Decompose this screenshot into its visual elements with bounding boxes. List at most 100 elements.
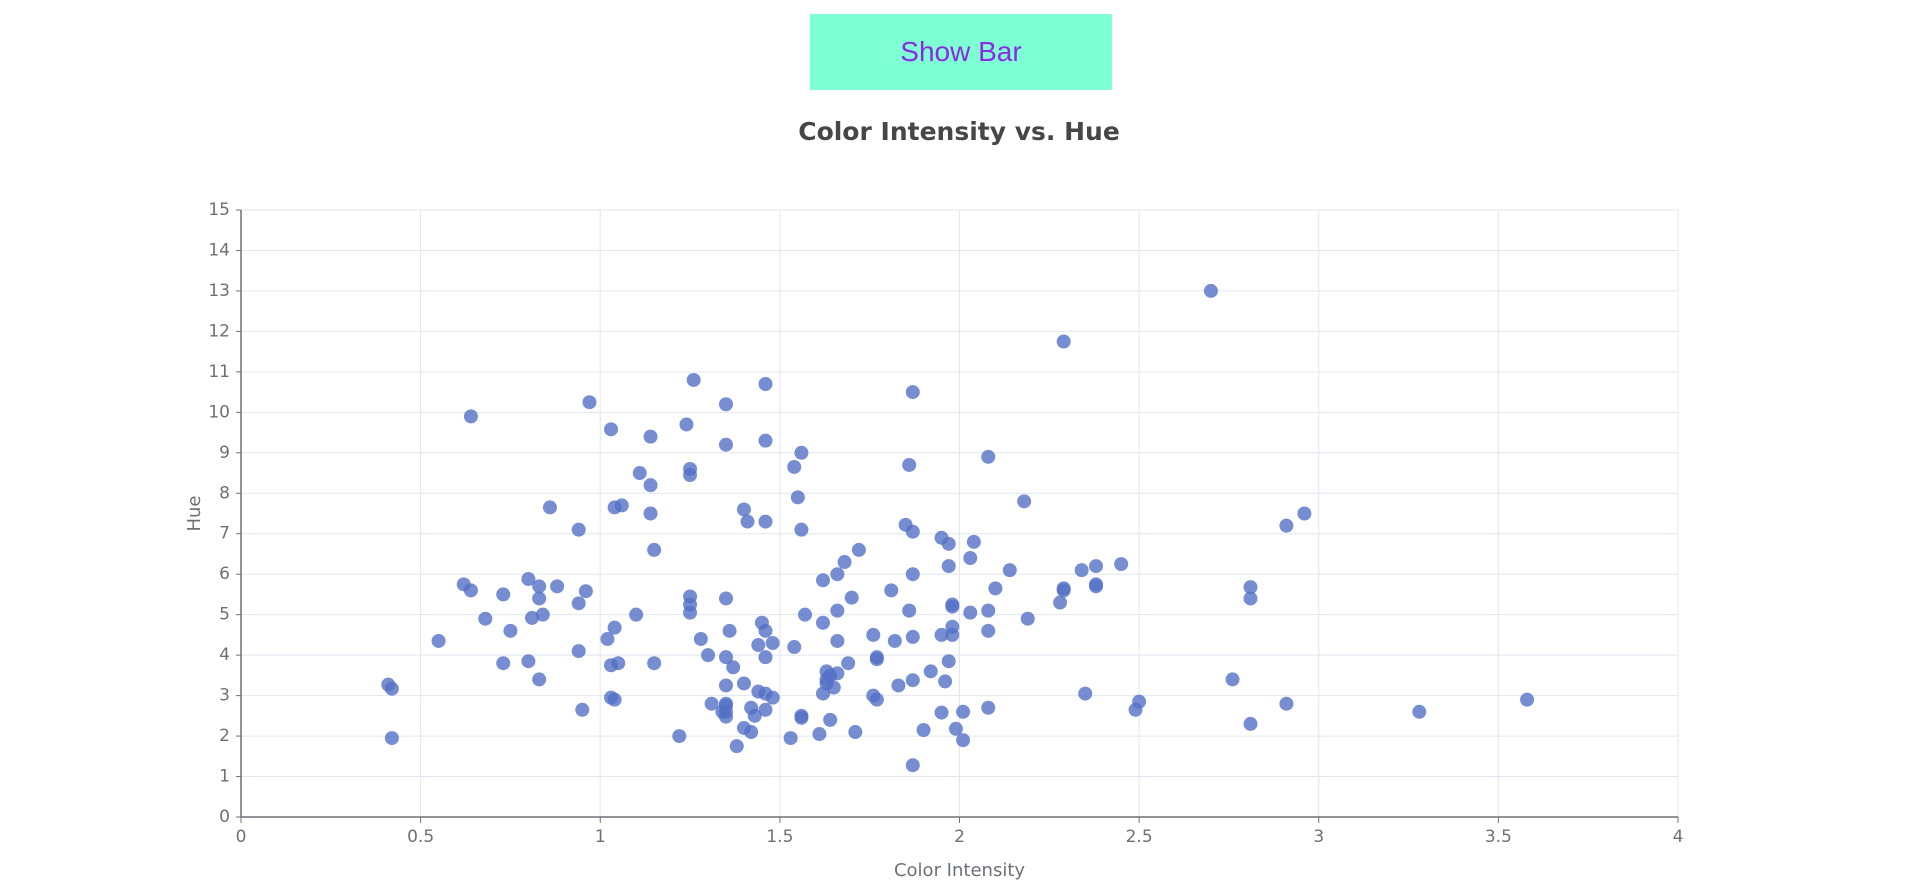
scatter-point[interactable] bbox=[683, 468, 698, 483]
scatter-point[interactable] bbox=[1056, 334, 1071, 349]
scatter-point[interactable] bbox=[1020, 611, 1035, 626]
scatter-point[interactable] bbox=[851, 542, 866, 557]
scatter-point[interactable] bbox=[758, 650, 773, 665]
scatter-point[interactable] bbox=[869, 692, 884, 707]
scatter-point[interactable] bbox=[902, 603, 917, 618]
scatter-point[interactable] bbox=[815, 573, 830, 588]
scatter-point[interactable] bbox=[672, 729, 687, 744]
scatter-point[interactable] bbox=[643, 429, 658, 444]
scatter-point[interactable] bbox=[934, 627, 949, 642]
scatter-point[interactable] bbox=[647, 656, 662, 671]
scatter-point[interactable] bbox=[726, 660, 741, 675]
scatter-point[interactable] bbox=[905, 673, 920, 688]
scatter-point[interactable] bbox=[941, 654, 956, 669]
scatter-point[interactable] bbox=[740, 514, 755, 529]
scatter-point[interactable] bbox=[941, 559, 956, 574]
scatter-point[interactable] bbox=[693, 631, 708, 646]
scatter-point[interactable] bbox=[1053, 595, 1068, 610]
scatter-point[interactable] bbox=[614, 498, 629, 513]
scatter-point[interactable] bbox=[981, 603, 996, 618]
scatter-point[interactable] bbox=[826, 680, 841, 695]
scatter-point[interactable] bbox=[582, 395, 597, 410]
scatter-point[interactable] bbox=[945, 599, 960, 614]
scatter-point[interactable] bbox=[794, 710, 809, 725]
scatter-point[interactable] bbox=[575, 702, 590, 717]
scatter-point[interactable] bbox=[758, 433, 773, 448]
scatter-point[interactable] bbox=[844, 590, 859, 605]
scatter-point[interactable] bbox=[916, 722, 931, 737]
scatter-point[interactable] bbox=[956, 733, 971, 748]
scatter-point[interactable] bbox=[905, 567, 920, 582]
scatter-point[interactable] bbox=[905, 629, 920, 644]
scatter-point[interactable] bbox=[923, 664, 938, 679]
scatter-point[interactable] bbox=[787, 640, 802, 655]
scatter-point[interactable] bbox=[902, 457, 917, 472]
scatter-point[interactable] bbox=[744, 725, 759, 740]
scatter-point[interactable] bbox=[718, 709, 733, 724]
scatter-point[interactable] bbox=[945, 627, 960, 642]
scatter-point[interactable] bbox=[736, 676, 751, 691]
scatter-point[interactable] bbox=[736, 502, 751, 517]
scatter-point[interactable] bbox=[884, 583, 899, 598]
scatter-point[interactable] bbox=[1279, 696, 1294, 711]
scatter-point[interactable] bbox=[981, 700, 996, 715]
scatter-point[interactable] bbox=[1089, 579, 1104, 594]
scatter-point[interactable] bbox=[758, 623, 773, 638]
scatter-point[interactable] bbox=[524, 610, 539, 625]
scatter-point[interactable] bbox=[604, 422, 619, 437]
scatter-point[interactable] bbox=[938, 674, 953, 689]
scatter-point[interactable] bbox=[722, 623, 737, 638]
scatter-point[interactable] bbox=[550, 579, 565, 594]
scatter-point[interactable] bbox=[578, 584, 593, 599]
scatter-point[interactable] bbox=[758, 514, 773, 529]
scatter-point[interactable] bbox=[1520, 692, 1535, 707]
scatter-point[interactable] bbox=[478, 611, 493, 626]
scatter-point[interactable] bbox=[521, 572, 536, 587]
scatter-point[interactable] bbox=[758, 377, 773, 392]
scatter-point[interactable] bbox=[948, 721, 963, 736]
scatter-point[interactable] bbox=[963, 551, 978, 566]
scatter-point[interactable] bbox=[1412, 704, 1427, 719]
scatter-point[interactable] bbox=[837, 555, 852, 570]
scatter-point[interactable] bbox=[905, 524, 920, 539]
scatter-point[interactable] bbox=[384, 681, 399, 696]
scatter-point[interactable] bbox=[765, 690, 780, 705]
scatter-point[interactable] bbox=[1225, 672, 1240, 687]
scatter-point[interactable] bbox=[966, 534, 981, 549]
scatter-point[interactable] bbox=[830, 633, 845, 648]
scatter-point[interactable] bbox=[869, 652, 884, 667]
scatter-point[interactable] bbox=[600, 631, 615, 646]
scatter-point[interactable] bbox=[988, 581, 1003, 596]
scatter-point[interactable] bbox=[542, 500, 557, 515]
scatter-point[interactable] bbox=[679, 417, 694, 432]
scatter-point[interactable] bbox=[747, 708, 762, 723]
scatter-point[interactable] bbox=[941, 536, 956, 551]
scatter-point[interactable] bbox=[607, 620, 622, 635]
scatter-point[interactable] bbox=[1297, 506, 1312, 521]
scatter-point[interactable] bbox=[571, 644, 586, 659]
scatter-point[interactable] bbox=[823, 712, 838, 727]
scatter-point[interactable] bbox=[790, 490, 805, 505]
scatter-point[interactable] bbox=[1078, 686, 1093, 701]
scatter-point[interactable] bbox=[887, 633, 902, 648]
scatter-point[interactable] bbox=[841, 656, 856, 671]
scatter-point[interactable] bbox=[1132, 694, 1147, 709]
scatter-point[interactable] bbox=[532, 579, 547, 594]
scatter-point[interactable] bbox=[384, 731, 399, 746]
scatter-point[interactable] bbox=[686, 372, 701, 387]
scatter-point[interactable] bbox=[794, 522, 809, 537]
scatter-point[interactable] bbox=[1002, 563, 1017, 578]
scatter-point[interactable] bbox=[905, 758, 920, 773]
scatter-point[interactable] bbox=[718, 650, 733, 665]
scatter-point[interactable] bbox=[815, 615, 830, 630]
scatter-point[interactable] bbox=[643, 506, 658, 521]
scatter-point[interactable] bbox=[1279, 518, 1294, 533]
scatter-point[interactable] bbox=[629, 607, 644, 622]
scatter-point[interactable] bbox=[463, 409, 478, 424]
scatter-point[interactable] bbox=[431, 633, 446, 648]
scatter-point[interactable] bbox=[758, 702, 773, 717]
scatter-point[interactable] bbox=[956, 704, 971, 719]
scatter-point[interactable] bbox=[848, 725, 863, 740]
scatter-point[interactable] bbox=[798, 607, 813, 622]
scatter-point[interactable] bbox=[934, 705, 949, 720]
